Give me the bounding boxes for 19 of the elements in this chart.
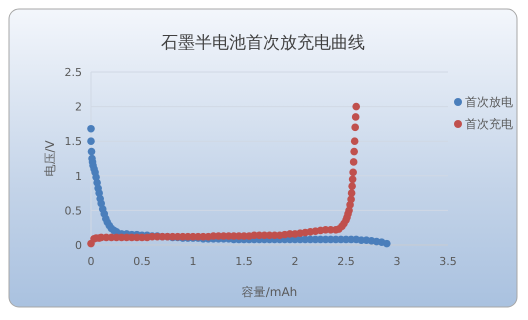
x-tick-label: 1 <box>190 255 196 268</box>
x-tick-label: 3.5 <box>439 255 457 268</box>
x-tick-label: 0 <box>88 255 94 268</box>
chart-title: 石墨半电池首次放充电曲线 <box>161 33 365 53</box>
x-tick-label: 2 <box>292 255 298 268</box>
y-tick-label: 2 <box>75 100 82 114</box>
x-tick-label: 2.5 <box>337 255 355 268</box>
legend-label: 首次充电 <box>465 117 513 131</box>
x-tick-label: 3 <box>394 255 400 268</box>
x-tick-label: 0.5 <box>133 255 151 268</box>
legend-label: 首次放电 <box>465 95 513 109</box>
x-tick-label: 1.5 <box>235 255 253 268</box>
y-tick-label: 1 <box>75 170 82 183</box>
y-tick-label: 0.5 <box>64 204 82 218</box>
x-axis-title: 容量/mAh <box>242 285 298 299</box>
y-axis-title: 电压/V <box>43 140 57 177</box>
y-tick-label: 1.5 <box>64 135 82 148</box>
y-tick-label: 2.5 <box>64 66 82 79</box>
y-tick-label: 0 <box>75 239 82 252</box>
